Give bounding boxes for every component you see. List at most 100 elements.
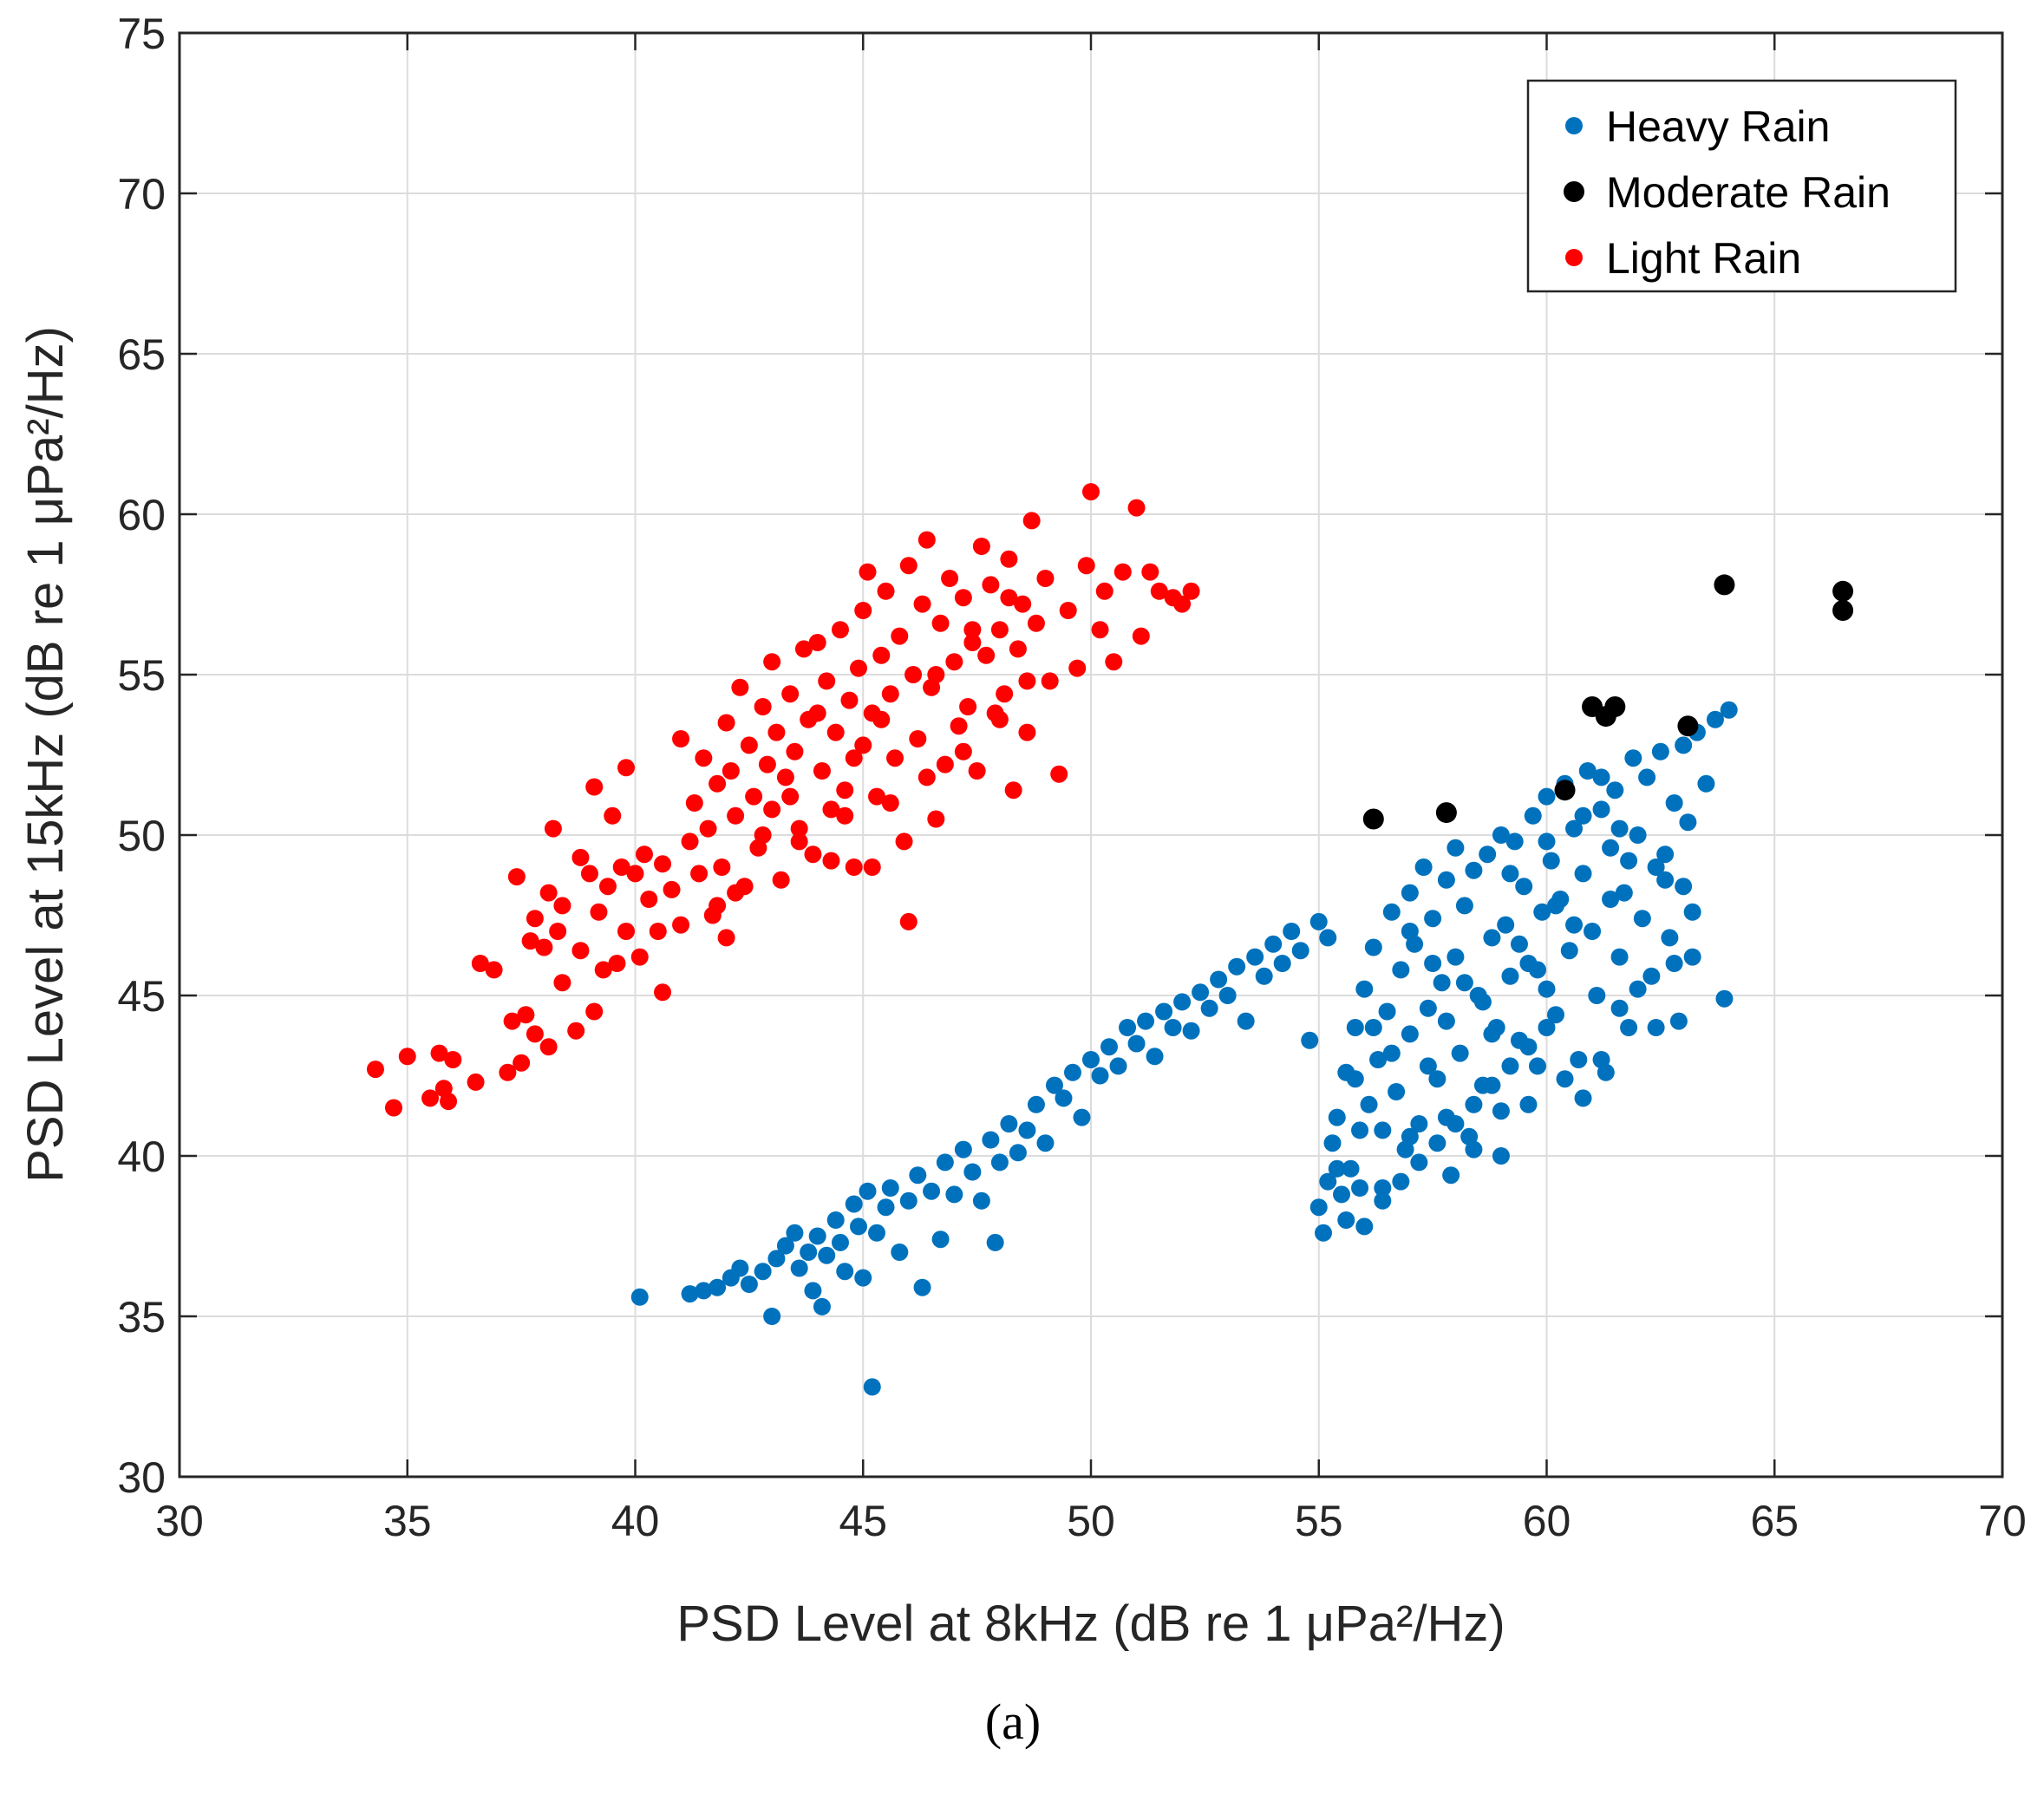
heavy-rain-point xyxy=(863,1378,881,1396)
light-rain-point xyxy=(1068,659,1087,677)
heavy-rain-point xyxy=(1715,989,1734,1008)
light-rain-point xyxy=(740,736,758,754)
heavy-rain-point xyxy=(1200,999,1218,1017)
heavy-rain-point xyxy=(1082,1051,1100,1068)
heavy-rain-point xyxy=(1505,832,1524,851)
light-rain-point xyxy=(881,794,899,812)
heavy-rain-point xyxy=(808,1227,826,1245)
heavy-rain-point xyxy=(776,1237,794,1255)
light-rain-point xyxy=(1082,483,1100,501)
light-rain-point xyxy=(513,1054,531,1072)
light-rain-point xyxy=(954,589,972,607)
y-axis-label: PSD Level at 15kHz (dB re 1 μPa²/Hz) xyxy=(17,326,74,1183)
heavy-rain-point xyxy=(1364,1019,1382,1036)
moderate-rain-point xyxy=(1832,580,1854,602)
moderate-rain-point xyxy=(1435,802,1457,824)
heavy-rain-point xyxy=(1665,794,1683,812)
light-rain-point xyxy=(672,916,690,934)
light-rain-point xyxy=(654,855,672,873)
light-rain-point xyxy=(840,691,859,709)
heavy-rain-point xyxy=(1045,1076,1063,1094)
light-rain-point xyxy=(731,678,749,696)
legend-label-heavy-rain: Heavy Rain xyxy=(1606,102,1830,151)
heavy-rain-point xyxy=(1620,852,1638,870)
light-rain-point xyxy=(722,762,740,780)
light-rain-point xyxy=(767,723,786,741)
heavy-rain-point xyxy=(1315,1224,1333,1242)
heavy-rain-point xyxy=(1328,1108,1346,1126)
light-rain-point xyxy=(717,929,735,947)
moderate-rain-point xyxy=(1604,696,1626,717)
light-rain-point xyxy=(927,666,945,683)
heavy-rain-point xyxy=(1629,826,1647,844)
heavy-rain-point xyxy=(881,1179,899,1197)
moderate-rain-point xyxy=(1677,715,1699,737)
light-rain-point xyxy=(590,903,608,921)
heavy-rain-point xyxy=(1164,1019,1182,1036)
heavy-rain-point xyxy=(1424,955,1442,972)
light-rain-point xyxy=(717,714,735,732)
heavy-rain-point xyxy=(1606,781,1624,800)
legend: Heavy Rain Moderate Rain Light Rain xyxy=(1526,79,1957,293)
light-rain-point xyxy=(1091,621,1109,639)
heavy-rain-point xyxy=(1538,787,1556,806)
light-rain-point xyxy=(713,858,731,876)
heavy-rain-point xyxy=(1419,999,1437,1017)
light-rain-point xyxy=(585,1002,604,1021)
light-rain-point xyxy=(936,755,954,773)
heavy-rain-point xyxy=(1675,878,1693,896)
light-rain-point xyxy=(845,858,863,876)
heavy-rain-point xyxy=(1210,970,1228,989)
light-rain-point xyxy=(366,1061,384,1079)
heavy-rain-point xyxy=(909,1166,927,1185)
heavy-rain-point xyxy=(1428,1134,1446,1152)
heavy-rain-point xyxy=(1346,1019,1364,1036)
light-rain-point xyxy=(954,742,972,760)
light-rain-point xyxy=(709,774,727,793)
light-rain-point xyxy=(963,634,982,651)
heavy-rain-point xyxy=(1378,1002,1396,1021)
light-rain-point xyxy=(398,1048,416,1066)
light-rain-point xyxy=(822,800,840,819)
light-rain-point xyxy=(1041,672,1059,690)
heavy-rain-point xyxy=(1328,1159,1346,1178)
light-rain-point xyxy=(790,819,808,838)
light-rain-point xyxy=(918,531,936,549)
light-rain-point xyxy=(604,806,622,825)
light-rain-point xyxy=(945,653,963,671)
heavy-rain-point xyxy=(845,1195,863,1213)
light-rain-point xyxy=(859,563,877,581)
heavy-rain-point xyxy=(1533,903,1551,921)
heavy-rain-point xyxy=(1706,710,1724,728)
light-rain-point xyxy=(1077,557,1095,575)
heavy-rain-point xyxy=(1465,1095,1483,1113)
heavy-rain-point xyxy=(923,1182,941,1200)
light-rain-point xyxy=(585,778,604,796)
heavy-rain-point xyxy=(1465,861,1483,879)
heavy-rain-point xyxy=(1374,1121,1392,1139)
heavy-rain-point xyxy=(854,1269,872,1287)
heavy-rain-point xyxy=(986,1233,1004,1251)
y-tick-label: 55 xyxy=(117,651,166,700)
heavy-rain-point xyxy=(945,1185,963,1204)
heavy-rain-point xyxy=(1492,826,1510,844)
light-rain-point xyxy=(977,646,996,664)
heavy-rain-point xyxy=(1442,1166,1460,1185)
heavy-rain-point xyxy=(1419,1057,1437,1075)
heavy-rain-point xyxy=(1319,929,1337,947)
legend-box xyxy=(1526,79,1957,293)
light-rain-point xyxy=(444,1051,462,1068)
heavy-rain-point xyxy=(1629,980,1647,998)
light-rain-point xyxy=(727,806,745,825)
heavy-rain-point xyxy=(1264,935,1283,953)
heavy-rain-point xyxy=(1574,1089,1592,1107)
light-rain-point xyxy=(535,938,553,956)
light-rain-point xyxy=(699,819,717,838)
light-rain-point xyxy=(1027,614,1045,632)
heavy-rain-point xyxy=(1351,1179,1369,1197)
light-rain-point xyxy=(567,1022,585,1040)
light-rain-point xyxy=(891,627,909,645)
light-rain-point xyxy=(681,832,699,851)
light-rain-point xyxy=(1000,589,1018,607)
heavy-rain-point xyxy=(1437,871,1455,889)
